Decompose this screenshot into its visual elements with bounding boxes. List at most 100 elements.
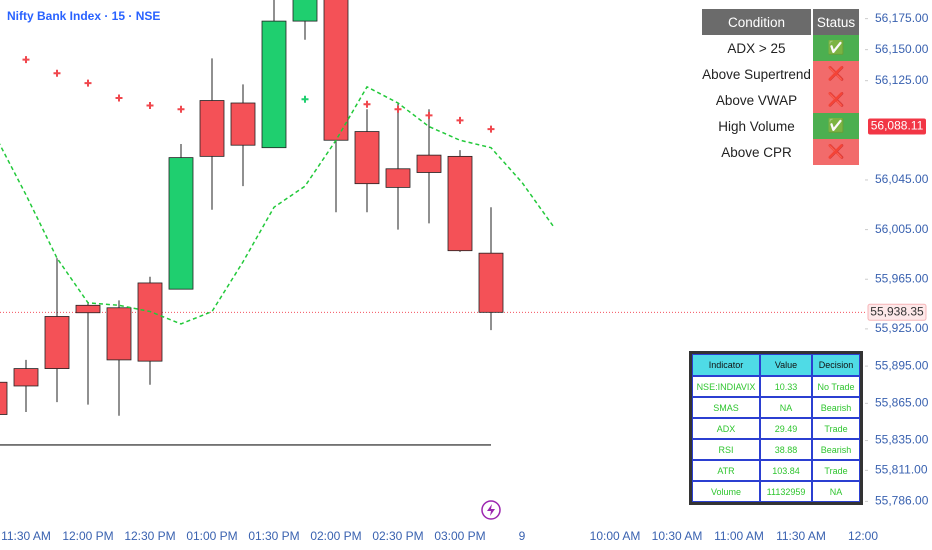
condition-cell: Above VWAP [715,92,798,108]
x-tick-label: 12:30 PM [124,529,175,543]
candle-body [106,307,132,361]
x-tick-label: 9 [519,529,526,543]
x-tick-label: 12:00 PM [62,529,113,543]
table-cell: NA [760,397,812,418]
cross-marker [487,125,495,133]
header-cell: Status [813,9,859,35]
status-cell: ✅ [813,113,859,139]
y-tick-label: 55,895.00 [875,358,929,372]
table-row: Above Supertrend ❌ [702,61,859,87]
candle-body [261,20,287,149]
status-cell: ❌ [813,61,859,87]
candle-body [0,381,8,415]
x-tick-label: 10:00 AM [590,529,641,543]
y-tick-label: 55,811.00 [875,463,928,477]
price-label: 55,938.35 [870,304,924,318]
header-cell: Indicator [692,354,760,376]
y-tick-label: 55,835.00 [875,433,929,447]
cross-marker [363,100,371,108]
table-cell: 38.88 [760,439,812,460]
indicator-table: Indicator Value Decision NSE:INDIAVIX 10.33 N… [689,351,863,505]
y-tick-label: 56,045.00 [875,172,929,186]
candle-body [416,154,442,173]
x-tick-label: 02:00 PM [310,529,361,543]
table-cell: 10.33 [760,376,812,397]
table-row: RSI 38.88 Bearish [692,439,860,460]
y-tick-label: 56,125.00 [875,73,929,87]
candle-body [75,304,101,314]
candle-body [199,100,225,157]
cross-marker [146,101,154,109]
cross-marker [53,69,61,77]
cross-marker [115,94,123,102]
table-cell: Bearish [812,439,860,460]
price-label: 56,088.11 [871,119,924,133]
chart-title: Nifty Bank Index · 15 · NSE [7,9,160,23]
table-cell: NSE:INDIAVIX [692,376,760,397]
y-tick-label: 56,150.00 [875,42,929,56]
table-row: ATR 103.84 Trade [692,460,860,481]
price-label-box [867,303,927,321]
x-tick-label: 01:30 PM [248,529,299,543]
condition-cell: Above Supertrend [702,66,811,82]
y-tick-label: 55,965.00 [875,271,929,285]
candle-body [478,252,504,313]
trend-line [0,85,554,325]
cross-marker [456,116,464,124]
table-cell: Trade [812,418,860,439]
y-tick-label: 55,925.00 [875,321,929,335]
cross-marker [177,105,185,113]
x-tick-label: 11:00 AM [714,529,764,543]
price-label-box [868,118,926,135]
header-cell: Value [760,354,812,376]
header-cell: Decision [812,354,860,376]
y-tick-label: 56,175.00 [875,11,929,25]
header-cell: Condition [702,9,811,35]
table-cell: NA [812,481,860,502]
cross-marker [425,111,433,119]
plot-area [0,0,865,446]
table-cell: 103.84 [760,460,812,481]
y-tick-label: 56,005.00 [875,222,929,236]
table-cell: SMAS [692,397,760,418]
condition-cell: High Volume [718,118,795,134]
table-row: ADX > 25 ✅ [702,35,859,61]
x-tick-label: 11:30 AM [1,529,51,543]
table-cell: RSI [692,439,760,460]
table-cell: 29.49 [760,418,812,439]
replay-icon[interactable] [481,500,501,520]
candle-body [354,131,380,185]
cross-marker [301,95,309,103]
cross-marker [84,79,92,87]
table-cell: ADX [692,418,760,439]
status-cell: ❌ [813,139,859,165]
table-row: Above VWAP ❌ [702,87,859,113]
table-row: NSE:INDIAVIX 10.33 No Trade [692,376,860,397]
table-cell: Bearish [812,397,860,418]
x-tick-label: 12:00 [848,529,878,543]
candle-body [323,0,349,141]
y-tick-label: 55,786.00 [875,494,929,508]
table-cell: Volume [692,481,760,502]
cross-marker [22,56,30,64]
x-tick-label: 10:30 AM [652,529,703,543]
x-tick-label: 01:00 PM [186,529,237,543]
condition-table: Condition Status ADX > 25 ✅ Above Supertrend… [700,9,861,165]
table-cell: No Trade [812,376,860,397]
candle-body [13,368,39,387]
table-cell: Trade [812,460,860,481]
candle-body [292,0,318,22]
table-row: Above CPR ❌ [702,139,859,165]
x-tick-label: 03:00 PM [434,529,485,543]
condition-cell: Above CPR [721,144,792,160]
y-tick-label: 55,865.00 [875,396,929,410]
table-row: Volume 11132959 NA [692,481,860,502]
candle-body [44,316,70,369]
table-row: High Volume ✅ [702,113,859,139]
candle-body [447,155,473,252]
candle-body [230,102,256,146]
table-row: ADX 29.49 Trade [692,418,860,439]
table-cell: ATR [692,460,760,481]
status-cell: ✅ [813,35,859,61]
table-cell: 11132959 [760,481,812,502]
